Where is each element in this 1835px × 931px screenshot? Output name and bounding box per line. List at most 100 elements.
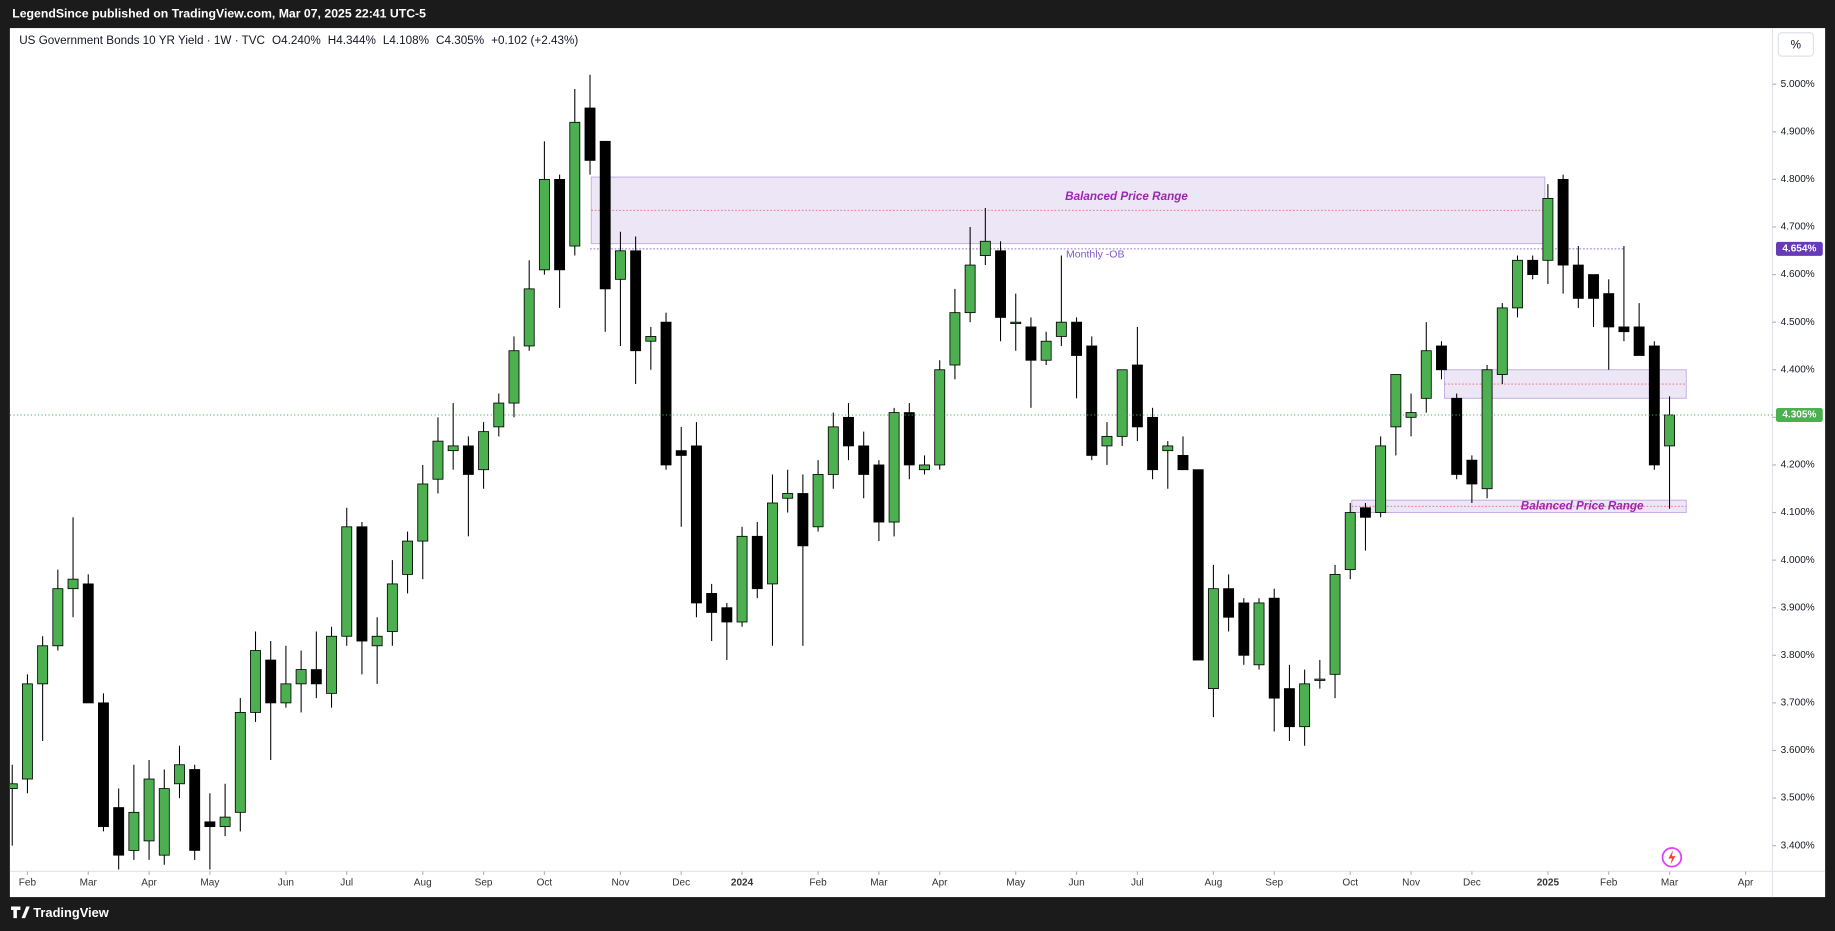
candle-body bbox=[584, 107, 596, 161]
x-tick-label: Aug bbox=[1204, 878, 1222, 889]
candle-body bbox=[1481, 369, 1493, 490]
candle-body bbox=[1542, 198, 1554, 261]
candle-body bbox=[843, 416, 854, 447]
candle-body bbox=[1283, 688, 1295, 728]
candle-body bbox=[1223, 588, 1235, 618]
x-tick-label: 2024 bbox=[731, 878, 754, 889]
zone-label: Balanced Price Range bbox=[1065, 190, 1188, 203]
candle-body bbox=[402, 540, 413, 575]
candle-body bbox=[234, 711, 246, 813]
x-tick-label: Apr bbox=[141, 878, 157, 889]
candle-body bbox=[1436, 345, 1447, 371]
price-tag bbox=[1775, 407, 1823, 422]
candle-body bbox=[599, 140, 611, 290]
candle-body bbox=[1572, 264, 1584, 299]
unit-button[interactable] bbox=[1777, 32, 1814, 57]
x-tick-label: Nov bbox=[611, 878, 629, 889]
x-tick-label: Jun bbox=[1068, 878, 1084, 889]
candle-body bbox=[52, 588, 64, 647]
y-tick-label: 4.600% bbox=[1781, 269, 1815, 280]
candle-body bbox=[250, 650, 261, 713]
candle-body bbox=[1360, 507, 1371, 518]
candle-body bbox=[797, 493, 809, 547]
candle-body bbox=[386, 583, 398, 632]
y-tick-label: 4.400% bbox=[1781, 364, 1815, 375]
candle-body bbox=[1648, 345, 1660, 466]
x-tick-label: Jun bbox=[278, 878, 294, 889]
candle-body bbox=[1010, 321, 1022, 324]
candle-body bbox=[1664, 414, 1675, 447]
candle-body bbox=[888, 412, 900, 523]
candle-body bbox=[1420, 350, 1432, 399]
x-tick-label: Mar bbox=[1661, 878, 1679, 889]
candle-body bbox=[1055, 321, 1067, 337]
candle-body bbox=[478, 431, 490, 471]
x-tick-label: 2025 bbox=[1537, 878, 1560, 889]
candle-body bbox=[1633, 326, 1645, 356]
candle-body bbox=[356, 526, 368, 642]
candle-body bbox=[1177, 455, 1189, 471]
y-tick-label: 3.800% bbox=[1781, 650, 1815, 661]
x-tick-label: Sep bbox=[1265, 878, 1283, 889]
level-text: Monthly -OB bbox=[1066, 249, 1124, 261]
candle-body bbox=[1314, 678, 1326, 681]
candle-body bbox=[934, 369, 946, 466]
candle-body bbox=[1101, 435, 1113, 447]
legend-open: O4.240% bbox=[272, 34, 321, 47]
candle-body bbox=[751, 535, 763, 590]
candle-body bbox=[1086, 345, 1098, 456]
lightning-icon[interactable] bbox=[1661, 847, 1683, 868]
candle-body bbox=[1025, 326, 1037, 361]
candle-body bbox=[979, 240, 991, 256]
candle-body bbox=[1299, 683, 1311, 728]
candle-body bbox=[554, 178, 566, 271]
y-tick-label: 3.900% bbox=[1781, 602, 1815, 613]
x-tick-label: Apr bbox=[932, 878, 948, 889]
candle-body bbox=[174, 764, 185, 785]
x-tick-label: May bbox=[200, 878, 219, 889]
candle-body bbox=[523, 288, 535, 347]
candle-body bbox=[706, 593, 718, 613]
candle-body bbox=[143, 778, 155, 842]
candle-body bbox=[569, 121, 581, 247]
candle-body bbox=[645, 336, 657, 342]
candle-body bbox=[1618, 326, 1630, 333]
candle-body bbox=[462, 445, 474, 475]
candle-body bbox=[630, 250, 642, 352]
candle-body bbox=[1451, 397, 1463, 475]
candle-body bbox=[873, 464, 885, 523]
candle-body bbox=[21, 683, 33, 780]
legend-change: +0.102 (+2.43%) bbox=[491, 34, 578, 47]
tv-logo bbox=[11, 906, 30, 919]
candle-body bbox=[721, 607, 733, 623]
candle-body bbox=[128, 811, 140, 851]
candle-body bbox=[1192, 469, 1204, 661]
candle-body bbox=[1131, 364, 1143, 428]
candle-body bbox=[432, 440, 444, 480]
y-tick-label: 4.800% bbox=[1781, 174, 1815, 185]
candle-body bbox=[158, 788, 170, 856]
legend-close: C4.305% bbox=[436, 34, 484, 47]
x-tick-label: Oct bbox=[537, 878, 553, 889]
unit-button-label[interactable]: % bbox=[1791, 39, 1801, 52]
candle-body bbox=[1527, 259, 1539, 275]
candle-body bbox=[1238, 602, 1250, 656]
x-tick-label: Jul bbox=[1131, 878, 1144, 889]
candle-body bbox=[903, 412, 915, 466]
x-tick-label: Feb bbox=[19, 878, 37, 889]
candle-body bbox=[508, 350, 520, 404]
candle-body bbox=[1162, 445, 1174, 452]
candle-body bbox=[858, 445, 870, 475]
candle-body bbox=[1207, 588, 1219, 690]
y-tick-label: 4.700% bbox=[1781, 222, 1815, 233]
candle-body bbox=[219, 816, 231, 828]
x-tick-label: Jul bbox=[340, 878, 353, 889]
candle-body bbox=[417, 483, 429, 542]
candle-body bbox=[812, 474, 824, 528]
candle-body bbox=[675, 450, 687, 456]
legend-high: H4.344% bbox=[328, 34, 376, 47]
candle-body bbox=[113, 807, 125, 856]
x-tick-label: Aug bbox=[414, 878, 432, 889]
y-tick-label: 4.900% bbox=[1781, 126, 1815, 137]
